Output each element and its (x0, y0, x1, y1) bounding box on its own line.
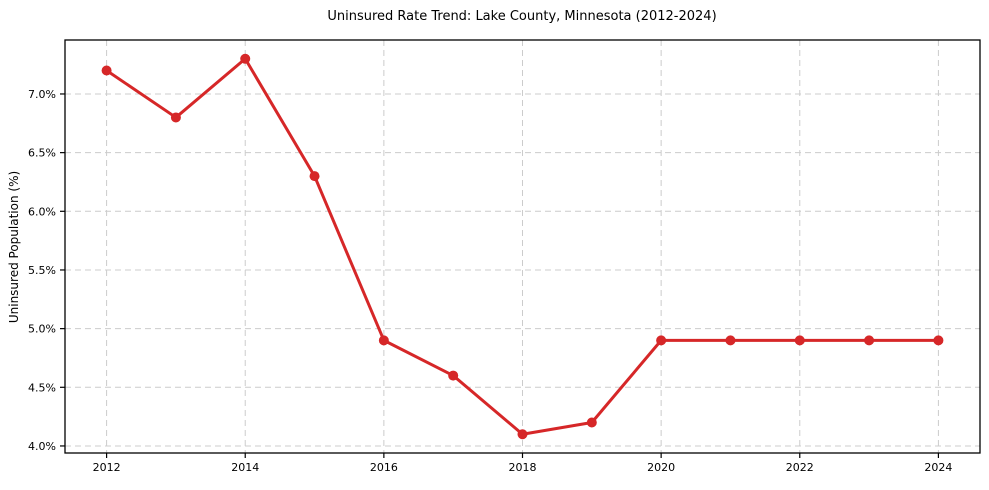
data-point (656, 335, 667, 346)
data-point (794, 335, 805, 346)
data-point (448, 370, 459, 381)
data-point (101, 65, 112, 76)
x-tick-label: 2012 (93, 461, 121, 474)
y-tick-label: 5.5% (28, 264, 56, 277)
y-tick-label: 4.0% (28, 440, 56, 453)
x-tick-label: 2020 (647, 461, 675, 474)
data-point (933, 335, 944, 346)
data-point (725, 335, 736, 346)
y-tick-label: 4.5% (28, 381, 56, 394)
data-point (864, 335, 875, 346)
data-point (309, 171, 320, 182)
data-point (240, 53, 251, 64)
y-tick-label: 5.0% (28, 323, 56, 336)
x-tick-label: 2022 (786, 461, 814, 474)
data-point (378, 335, 389, 346)
data-point (586, 417, 597, 428)
x-tick-label: 2016 (370, 461, 398, 474)
y-tick-label: 6.0% (28, 205, 56, 218)
x-tick-label: 2014 (231, 461, 259, 474)
data-point (517, 429, 528, 440)
data-point (170, 112, 181, 123)
y-tick-label: 7.0% (28, 88, 56, 101)
chart-title: Uninsured Rate Trend: Lake County, Minne… (327, 9, 717, 24)
y-tick-label: 6.5% (28, 147, 56, 160)
x-tick-label: 2018 (509, 461, 537, 474)
x-tick-label: 2024 (924, 461, 952, 474)
